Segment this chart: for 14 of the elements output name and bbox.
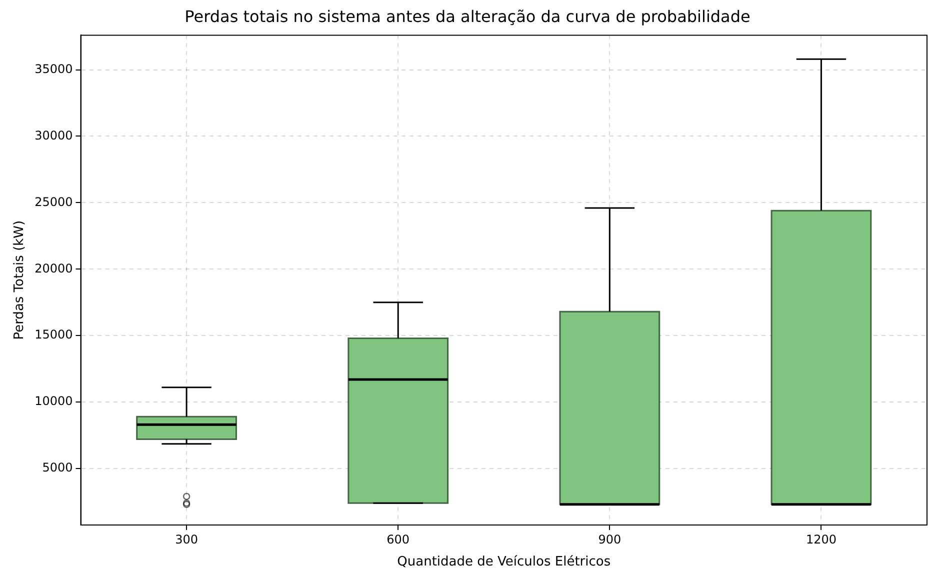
y-tick-label: 35000 <box>34 62 73 76</box>
y-tick-label: 10000 <box>34 394 73 408</box>
x-tick-label: 1200 <box>806 532 836 546</box>
chart-title: Perdas totais no sistema antes da alteração da curva de probabilidade <box>184 6 750 26</box>
x-tick-label: 900 <box>598 532 622 546</box>
x-tick-label: 300 <box>175 532 198 546</box>
y-axis-title: Perdas Totais (kW) <box>12 220 28 340</box>
y-tick-label: 5000 <box>42 460 73 475</box>
x-tick-label: 600 <box>386 532 410 546</box>
y-tick-label: 15000 <box>34 328 73 342</box>
y-tick-label: 20000 <box>34 261 73 276</box>
x-axis-title: Quantidade de Veículos Elétricos <box>397 554 611 570</box>
y-tick-label: 30000 <box>34 128 73 142</box>
y-tick-label: 25000 <box>34 194 73 209</box>
